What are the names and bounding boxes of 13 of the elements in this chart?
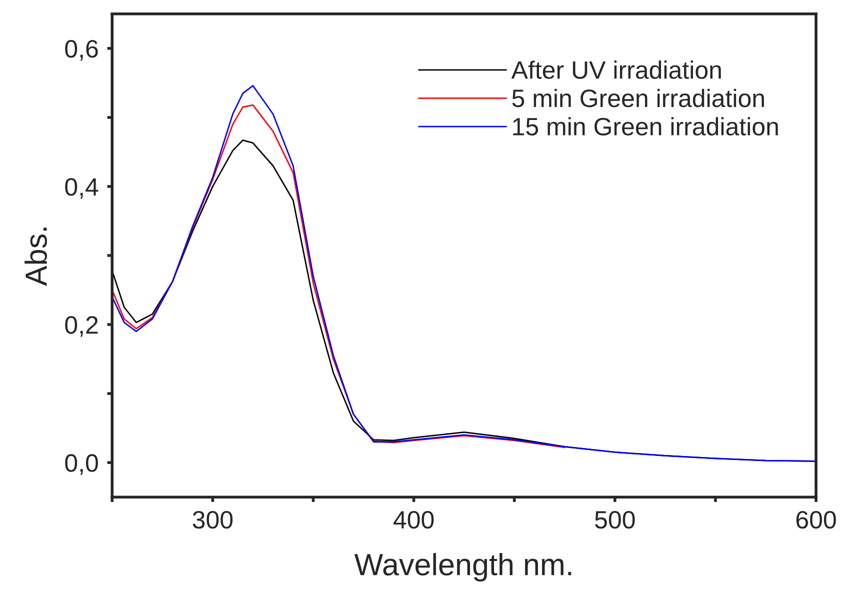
y-tick-label: 0,4	[65, 178, 98, 199]
x-axis-title: Wavelength nm.	[354, 553, 572, 582]
y-tick-label: 0,2	[65, 316, 98, 337]
x-tick-label: 300	[192, 510, 233, 529]
y-tick-label: 0,6	[65, 40, 98, 61]
x-tick-label: 400	[394, 510, 434, 529]
legend-label: 15 min Green irradiation	[513, 117, 778, 136]
legend-label: After UV irradiation	[511, 60, 721, 79]
legend-label: 5 min Green irradiation	[512, 88, 764, 108]
x-tick-label: 500	[595, 510, 635, 529]
y-axis-title: Abs.	[24, 228, 48, 286]
y-tick-label: 0,0	[65, 454, 98, 475]
x-tick-label: 600	[796, 510, 836, 529]
